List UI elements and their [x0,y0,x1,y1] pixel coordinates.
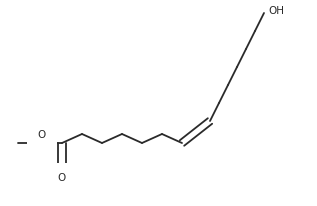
Text: O: O [58,173,66,183]
Text: O: O [38,130,46,140]
Text: OH: OH [268,6,284,16]
